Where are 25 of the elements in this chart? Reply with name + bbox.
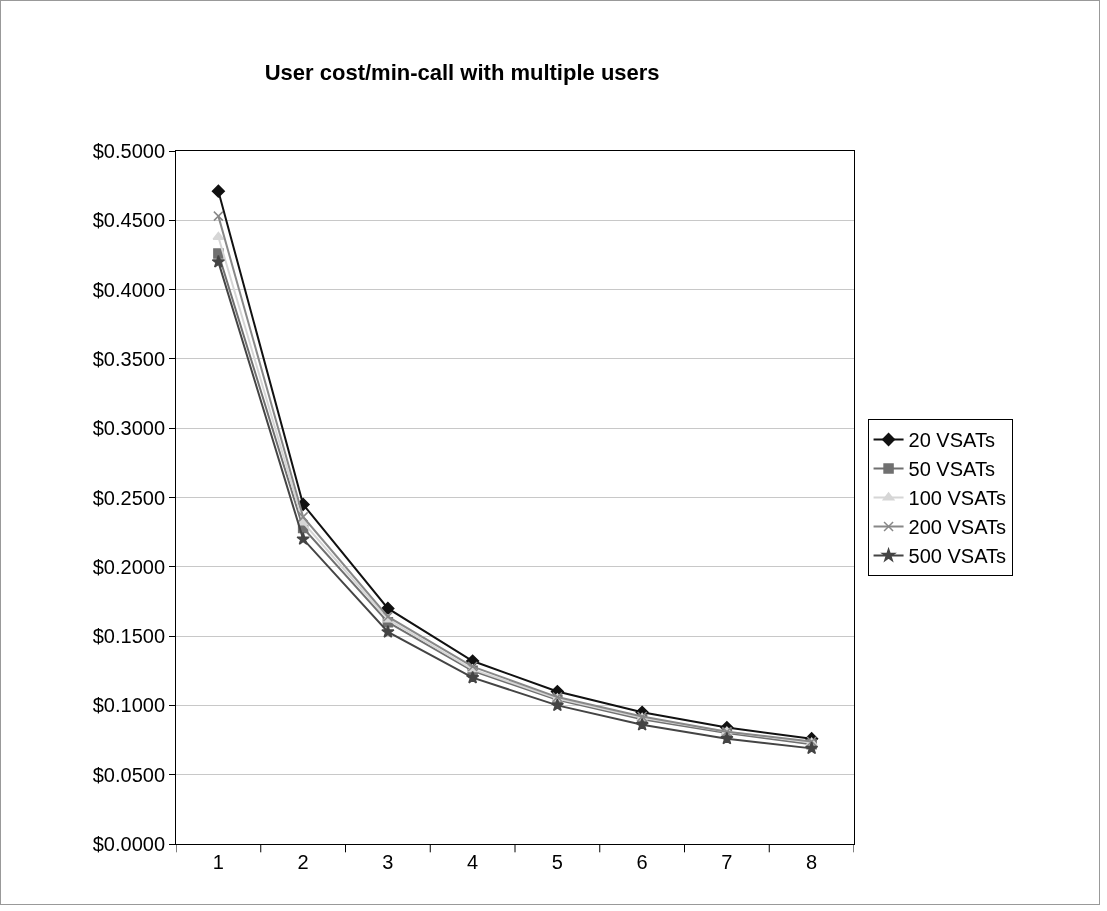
legend-label: 20 VSATs [908,429,995,452]
x-tick-label: 1 [212,851,224,873]
legend-label: 200 VSATs [908,516,1007,539]
x-tick-label: 4 [467,851,479,873]
y-tick-label: $0.2500 [92,486,165,509]
x-tick-label: 7 [721,851,733,873]
y-tick-label: $0.4500 [92,209,165,232]
legend-label: 500 VSATs [908,545,1007,568]
y-tick-label: $0.1000 [92,694,165,717]
y-tick-label: $0.2000 [92,555,165,578]
x-tick-label: 8 [806,851,818,873]
x-tick-label: 6 [636,851,648,873]
x-tick-label: 5 [551,851,563,873]
legend-label: 50 VSATs [908,458,995,481]
legend-label: 100 VSATs [908,487,1007,510]
y-tick-label: $0.0000 [92,833,165,855]
x-tick-label: 2 [297,851,309,873]
y-tick-label: $0.1500 [92,625,165,648]
y-tick-label: $0.5000 [92,140,165,162]
x-tick-label: 3 [382,851,394,873]
y-tick-label: $0.3500 [92,347,165,370]
chart-title: User cost/min-call with multiple users [264,59,660,85]
y-tick-label: $0.3000 [92,417,165,440]
y-tick-label: $0.0500 [92,763,165,786]
y-tick-label: $0.4000 [92,278,165,301]
